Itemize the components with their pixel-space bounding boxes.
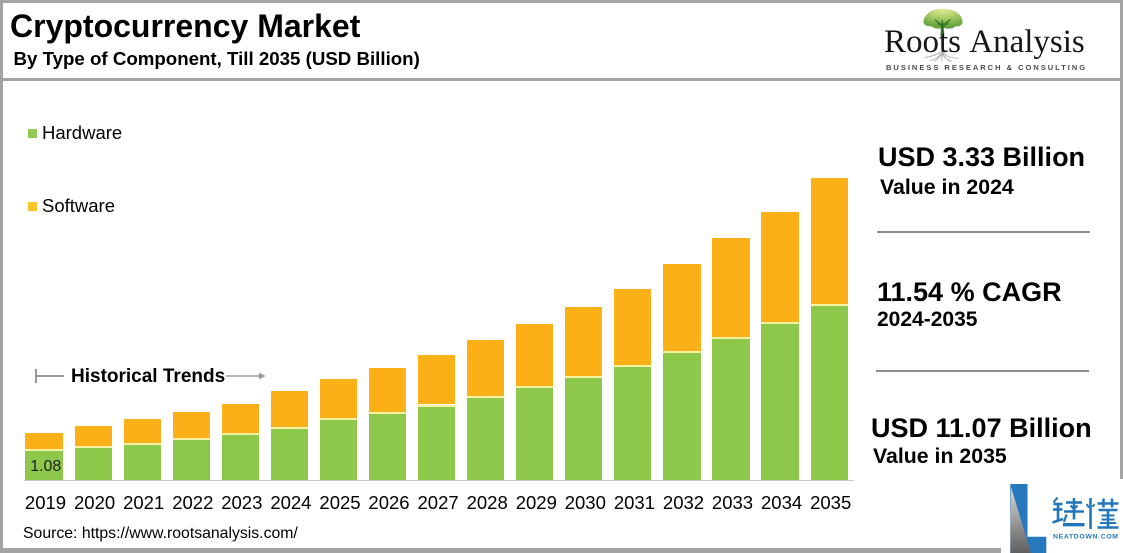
svg-text:NEATDOWN.COM: NEATDOWN.COM [1053, 533, 1119, 540]
